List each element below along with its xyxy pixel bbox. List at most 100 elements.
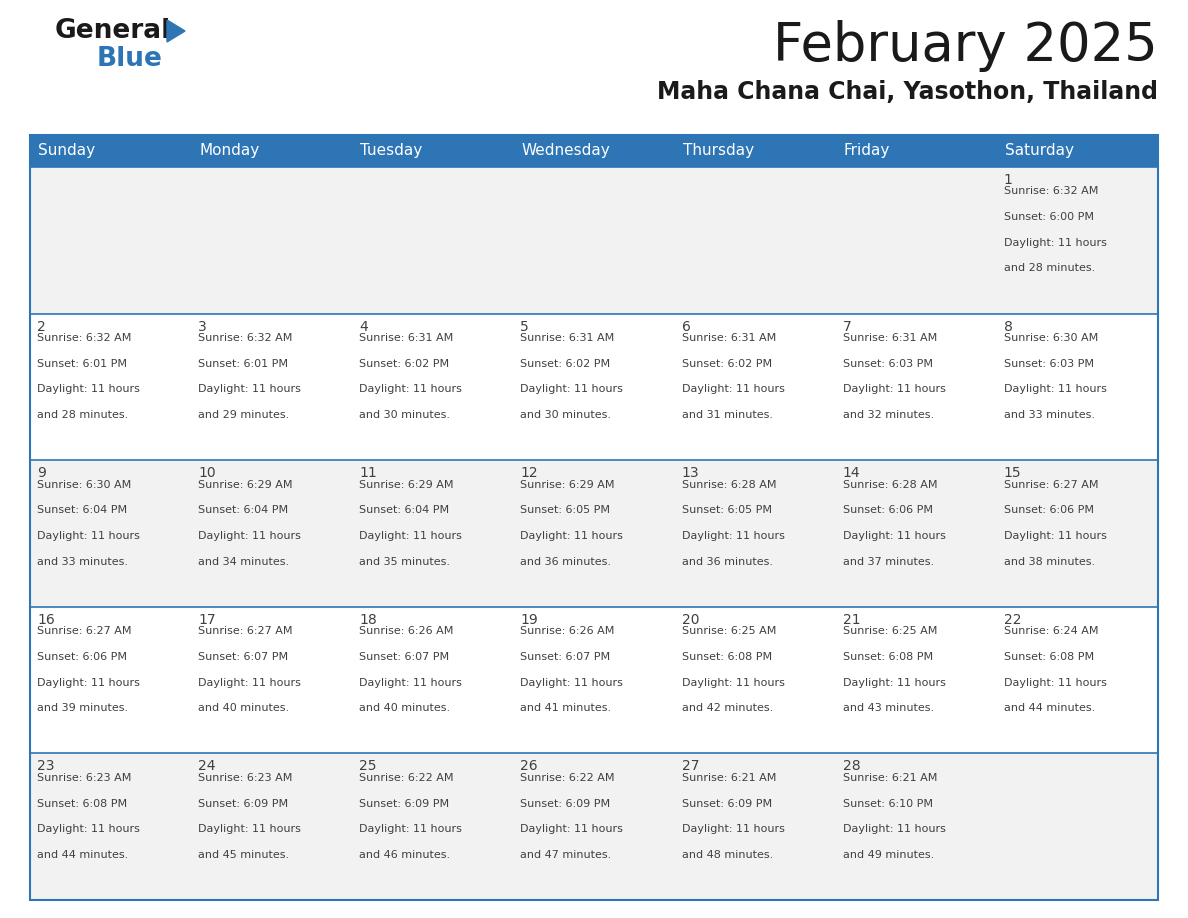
Text: Sunset: 6:03 PM: Sunset: 6:03 PM	[842, 359, 933, 369]
Text: Sunrise: 6:32 AM: Sunrise: 6:32 AM	[37, 333, 132, 343]
Text: Sunset: 6:06 PM: Sunset: 6:06 PM	[37, 652, 127, 662]
Text: and 36 minutes.: and 36 minutes.	[682, 556, 772, 566]
Bar	[30, 314, 191, 460]
Text: 10: 10	[198, 466, 216, 480]
Text: Daylight: 11 hours: Daylight: 11 hours	[842, 824, 946, 834]
Text: and 36 minutes.: and 36 minutes.	[520, 556, 612, 566]
Text: and 35 minutes.: and 35 minutes.	[359, 556, 450, 566]
Bar	[513, 607, 675, 754]
Text: Saturday: Saturday	[1005, 143, 1074, 159]
Bar	[997, 460, 1158, 607]
Text: Sunrise: 6:25 AM: Sunrise: 6:25 AM	[842, 626, 937, 636]
Text: Daylight: 11 hours: Daylight: 11 hours	[520, 531, 624, 541]
Text: 7: 7	[842, 319, 852, 333]
Text: and 28 minutes.: and 28 minutes.	[37, 410, 128, 420]
Bar	[675, 314, 835, 460]
Text: Sunset: 6:09 PM: Sunset: 6:09 PM	[359, 799, 449, 809]
Text: 12: 12	[520, 466, 538, 480]
Text: Daylight: 11 hours: Daylight: 11 hours	[198, 385, 301, 395]
Text: Sunset: 6:08 PM: Sunset: 6:08 PM	[1004, 652, 1094, 662]
Text: and 48 minutes.: and 48 minutes.	[682, 850, 773, 860]
Bar	[675, 607, 835, 754]
Text: Sunset: 6:07 PM: Sunset: 6:07 PM	[520, 652, 611, 662]
Bar	[30, 135, 191, 167]
Text: and 29 minutes.: and 29 minutes.	[198, 410, 290, 420]
Text: Sunset: 6:08 PM: Sunset: 6:08 PM	[842, 652, 933, 662]
Text: Sunrise: 6:32 AM: Sunrise: 6:32 AM	[1004, 186, 1098, 196]
Text: Sunrise: 6:21 AM: Sunrise: 6:21 AM	[842, 773, 937, 783]
Text: Sunset: 6:02 PM: Sunset: 6:02 PM	[359, 359, 449, 369]
Bar	[191, 314, 353, 460]
Text: Sunrise: 6:31 AM: Sunrise: 6:31 AM	[520, 333, 614, 343]
Text: Sunrise: 6:29 AM: Sunrise: 6:29 AM	[359, 480, 454, 489]
Text: Sunset: 6:03 PM: Sunset: 6:03 PM	[1004, 359, 1094, 369]
Text: February 2025: February 2025	[773, 20, 1158, 72]
Text: Daylight: 11 hours: Daylight: 11 hours	[520, 824, 624, 834]
Text: Daylight: 11 hours: Daylight: 11 hours	[520, 385, 624, 395]
Text: Daylight: 11 hours: Daylight: 11 hours	[520, 677, 624, 688]
Text: 21: 21	[842, 613, 860, 627]
Text: 4: 4	[359, 319, 368, 333]
Text: Sunrise: 6:28 AM: Sunrise: 6:28 AM	[842, 480, 937, 489]
Text: 15: 15	[1004, 466, 1022, 480]
Text: Sunset: 6:04 PM: Sunset: 6:04 PM	[359, 505, 449, 515]
Text: Sunrise: 6:28 AM: Sunrise: 6:28 AM	[682, 480, 776, 489]
Text: Sunset: 6:06 PM: Sunset: 6:06 PM	[842, 505, 933, 515]
Text: and 28 minutes.: and 28 minutes.	[1004, 263, 1095, 274]
Text: Daylight: 11 hours: Daylight: 11 hours	[842, 677, 946, 688]
Text: Sunset: 6:08 PM: Sunset: 6:08 PM	[682, 652, 772, 662]
Text: Sunrise: 6:25 AM: Sunrise: 6:25 AM	[682, 626, 776, 636]
Text: Daylight: 11 hours: Daylight: 11 hours	[359, 531, 462, 541]
Bar	[513, 135, 675, 167]
Bar	[997, 607, 1158, 754]
Text: Daylight: 11 hours: Daylight: 11 hours	[682, 677, 784, 688]
Text: Tuesday: Tuesday	[360, 143, 423, 159]
Text: and 40 minutes.: and 40 minutes.	[198, 703, 289, 713]
Text: Sunset: 6:06 PM: Sunset: 6:06 PM	[1004, 505, 1094, 515]
Text: Daylight: 11 hours: Daylight: 11 hours	[198, 677, 301, 688]
Bar	[675, 754, 835, 900]
Text: and 49 minutes.: and 49 minutes.	[842, 850, 934, 860]
Text: Daylight: 11 hours: Daylight: 11 hours	[1004, 677, 1107, 688]
Bar	[191, 135, 353, 167]
Text: Sunrise: 6:23 AM: Sunrise: 6:23 AM	[37, 773, 132, 783]
Bar	[997, 314, 1158, 460]
Text: Sunrise: 6:23 AM: Sunrise: 6:23 AM	[198, 773, 292, 783]
Text: Sunrise: 6:24 AM: Sunrise: 6:24 AM	[1004, 626, 1099, 636]
Text: and 43 minutes.: and 43 minutes.	[842, 703, 934, 713]
Text: 11: 11	[359, 466, 377, 480]
Text: Daylight: 11 hours: Daylight: 11 hours	[682, 531, 784, 541]
Text: Daylight: 11 hours: Daylight: 11 hours	[359, 677, 462, 688]
Bar	[30, 460, 191, 607]
Text: Maha Chana Chai, Yasothon, Thailand: Maha Chana Chai, Yasothon, Thailand	[657, 80, 1158, 104]
Text: Thursday: Thursday	[683, 143, 753, 159]
Bar	[30, 754, 191, 900]
Text: and 44 minutes.: and 44 minutes.	[1004, 703, 1095, 713]
Text: and 34 minutes.: and 34 minutes.	[198, 556, 289, 566]
Bar	[353, 135, 513, 167]
Text: 16: 16	[37, 613, 55, 627]
Text: Wednesday: Wednesday	[522, 143, 611, 159]
Bar	[675, 135, 835, 167]
Bar	[835, 607, 997, 754]
Bar	[513, 754, 675, 900]
Bar	[30, 135, 1158, 900]
Text: Sunset: 6:01 PM: Sunset: 6:01 PM	[198, 359, 289, 369]
Text: Daylight: 11 hours: Daylight: 11 hours	[682, 385, 784, 395]
Text: Daylight: 11 hours: Daylight: 11 hours	[37, 385, 140, 395]
Text: Blue: Blue	[97, 46, 163, 72]
Bar	[353, 460, 513, 607]
Text: Sunset: 6:10 PM: Sunset: 6:10 PM	[842, 799, 933, 809]
Text: Sunset: 6:09 PM: Sunset: 6:09 PM	[682, 799, 772, 809]
Text: 24: 24	[198, 759, 216, 773]
Text: 26: 26	[520, 759, 538, 773]
Text: 3: 3	[198, 319, 207, 333]
Text: Daylight: 11 hours: Daylight: 11 hours	[198, 531, 301, 541]
Text: and 47 minutes.: and 47 minutes.	[520, 850, 612, 860]
Text: Sunset: 6:02 PM: Sunset: 6:02 PM	[520, 359, 611, 369]
Text: and 32 minutes.: and 32 minutes.	[842, 410, 934, 420]
Text: Daylight: 11 hours: Daylight: 11 hours	[842, 531, 946, 541]
Text: Sunset: 6:05 PM: Sunset: 6:05 PM	[682, 505, 771, 515]
Text: Sunrise: 6:27 AM: Sunrise: 6:27 AM	[198, 626, 292, 636]
Bar	[513, 167, 675, 314]
